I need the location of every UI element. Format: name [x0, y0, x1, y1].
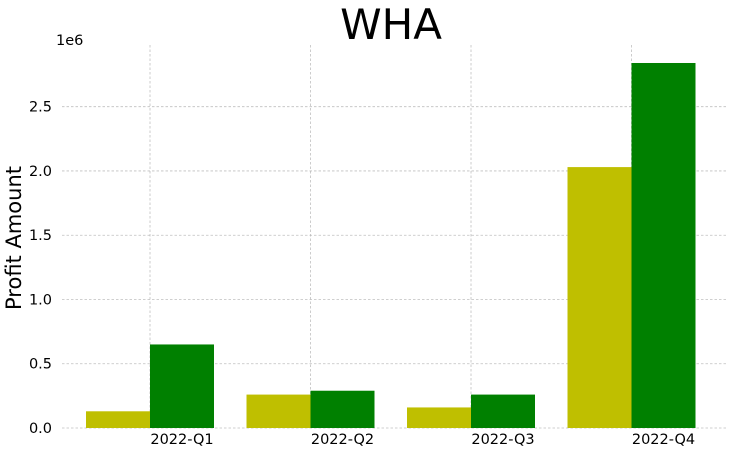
tick-labels: 0.0 0.5 1.0 1.5 2.0 2.5 2022-Q1 2022-Q2 2022-Q3 2… [29, 100, 695, 448]
bar [471, 394, 535, 428]
y-tick-label: 1.5 [29, 228, 52, 244]
x-tick-label: 2022-Q4 [632, 432, 695, 448]
y-tick-label: 2.5 [29, 100, 52, 116]
y-axis-offset-label: 1e6 [56, 33, 83, 49]
chart-title: WHA [340, 0, 442, 49]
bar [86, 411, 150, 428]
y-tick-label: 0.0 [29, 421, 52, 437]
y-tick-label: 1.0 [29, 292, 52, 308]
bar [567, 167, 632, 428]
y-tick-label: 0.5 [29, 357, 52, 373]
bar [631, 62, 696, 429]
bar [246, 394, 311, 428]
bar [407, 407, 471, 428]
x-tick-label: 2022-Q2 [311, 432, 374, 448]
bar [310, 390, 375, 428]
x-tick-label: 2022-Q3 [471, 432, 534, 448]
y-axis-label: Profit Amount [2, 166, 26, 310]
bar [150, 344, 214, 428]
x-tick-label: 2022-Q1 [150, 432, 213, 448]
bars [86, 62, 696, 429]
y-tick-label: 2.0 [29, 164, 52, 180]
